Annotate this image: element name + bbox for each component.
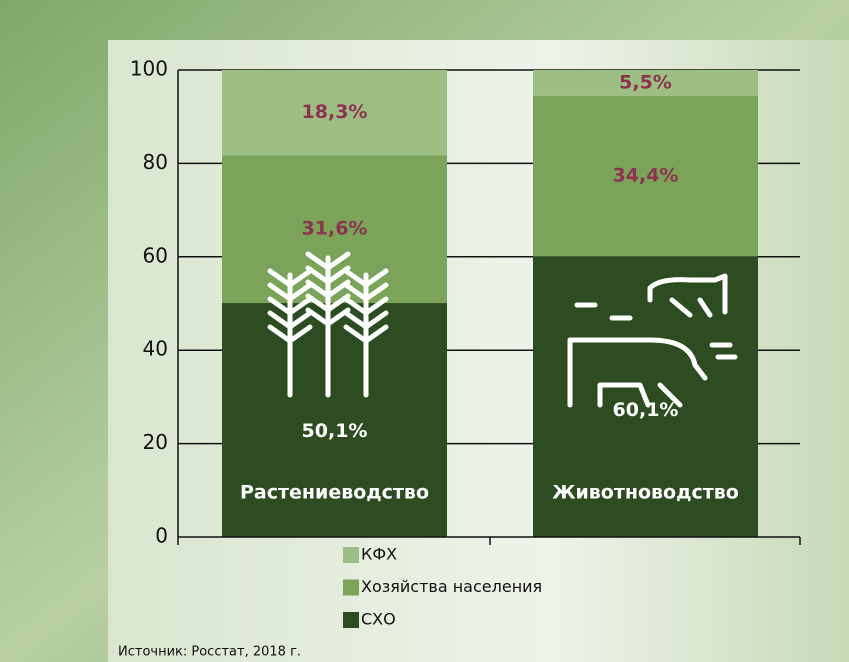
- y-tick-label: 40: [143, 337, 168, 361]
- legend-swatch: [343, 579, 359, 596]
- y-tick-label: 0: [155, 524, 168, 548]
- wheat-icon: [267, 251, 389, 398]
- legend-label: СХО: [361, 610, 396, 629]
- bar-segment: [222, 70, 447, 156]
- legend-swatch: [343, 612, 359, 628]
- y-tick-label: 60: [143, 243, 168, 267]
- bar-segment: [533, 95, 758, 257]
- legend-label: КФХ: [361, 545, 397, 564]
- value-label: 31,6%: [302, 218, 368, 240]
- y-tick-label: 80: [143, 150, 168, 174]
- value-label: 60,1%: [613, 399, 679, 421]
- category-label: Растениеводство: [240, 482, 429, 504]
- y-tick-label: 100: [130, 57, 168, 81]
- bar-segment: [222, 303, 447, 537]
- source: Источник: Росстат, 2018 г.: [118, 645, 301, 660]
- value-label: 18,3%: [302, 101, 368, 123]
- legend-label: Хозяйства населения: [361, 577, 542, 596]
- category-label: Животноводство: [552, 482, 739, 504]
- value-label: 5,5%: [619, 71, 672, 93]
- value-label: 34,4%: [613, 165, 679, 187]
- cow-icon: [567, 302, 738, 408]
- cow-icon: [647, 273, 728, 318]
- bar-segment: [533, 70, 758, 96]
- value-label: 50,1%: [302, 420, 368, 442]
- y-tick-label: 20: [143, 430, 168, 454]
- legend-swatch: [343, 547, 359, 563]
